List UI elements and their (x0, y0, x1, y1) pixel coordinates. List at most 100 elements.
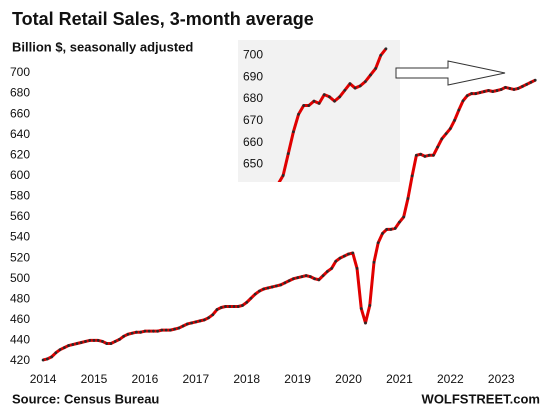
marker (495, 89, 499, 92)
marker (185, 322, 189, 326)
marker (92, 339, 96, 342)
marker (292, 277, 295, 281)
marker (381, 232, 384, 235)
marker (253, 292, 257, 296)
marker (414, 153, 418, 157)
marker (287, 279, 291, 283)
marker (330, 267, 333, 270)
marker (245, 300, 249, 304)
marker (181, 324, 185, 328)
marker (84, 340, 87, 343)
y-tick-label: 680 (10, 86, 30, 100)
marker (317, 101, 321, 105)
marker (152, 329, 155, 333)
x-tick-label: 2014 (30, 372, 57, 386)
marker (313, 277, 316, 281)
marker (160, 328, 164, 332)
marker (533, 78, 537, 82)
marker (504, 86, 507, 89)
marker (135, 330, 138, 334)
marker (385, 227, 389, 231)
y-tick-label: 650 (243, 157, 263, 171)
marker (406, 197, 410, 200)
marker (491, 90, 495, 93)
marker (143, 329, 147, 333)
marker (317, 278, 321, 282)
marker (105, 342, 109, 345)
marker (156, 329, 160, 333)
marker (41, 358, 45, 362)
marker (262, 287, 266, 291)
arrow (395, 60, 506, 86)
x-tick-label: 2022 (437, 372, 464, 386)
marker (448, 127, 452, 130)
x-tick-label: 2017 (182, 372, 209, 386)
y-tick-label: 480 (10, 291, 30, 305)
marker (241, 304, 244, 307)
marker (101, 340, 104, 343)
marker (270, 285, 274, 289)
marker (215, 308, 219, 311)
marker (286, 152, 290, 156)
marker (211, 313, 215, 317)
marker (308, 275, 312, 279)
marker (190, 321, 193, 325)
marker (482, 90, 486, 93)
marker (67, 344, 70, 347)
y-tick-label: 560 (10, 209, 30, 223)
marker (249, 296, 253, 300)
y-tick-label: 680 (243, 91, 263, 105)
marker (194, 320, 198, 324)
marker (232, 305, 236, 308)
marker (333, 99, 336, 103)
marker (374, 67, 378, 70)
marker (470, 92, 473, 95)
marker (355, 267, 359, 270)
marker (347, 252, 350, 256)
marker (440, 137, 444, 141)
marker (198, 319, 202, 323)
y-tick-label: 520 (10, 250, 30, 264)
marker (266, 286, 270, 290)
marker (258, 289, 261, 293)
marker (431, 153, 435, 157)
marker (508, 87, 512, 90)
marker (224, 305, 227, 308)
marker (512, 88, 516, 91)
marker (358, 84, 362, 88)
marker (88, 339, 92, 342)
y-tick-label: 620 (10, 147, 30, 161)
marker (58, 348, 62, 352)
marker (296, 276, 300, 280)
x-tick-label: 2016 (132, 372, 159, 386)
marker (325, 270, 329, 273)
marker (228, 305, 232, 308)
y-tick-label: 640 (10, 127, 30, 141)
y-tick-label: 500 (10, 271, 30, 285)
marker (130, 331, 134, 335)
marker (113, 340, 117, 343)
marker (283, 281, 287, 285)
marker (122, 334, 126, 338)
y-tick-label: 440 (10, 333, 30, 347)
marker (274, 284, 278, 288)
marker (71, 343, 75, 346)
marker (109, 342, 113, 345)
marker (474, 92, 478, 95)
y-tick-label: 460 (10, 312, 30, 326)
marker (453, 118, 456, 122)
marker (516, 87, 520, 90)
marker (351, 251, 355, 255)
marker (322, 93, 326, 97)
marker (499, 88, 503, 91)
marker (126, 332, 130, 336)
y-tick-label: 580 (10, 189, 30, 203)
inset-background (238, 40, 400, 182)
marker (384, 47, 388, 51)
marker (398, 220, 401, 224)
marker (307, 104, 311, 107)
marker (45, 357, 49, 361)
y-tick-label: 600 (10, 168, 30, 182)
marker (487, 89, 490, 92)
y-tick-label: 690 (243, 69, 263, 83)
